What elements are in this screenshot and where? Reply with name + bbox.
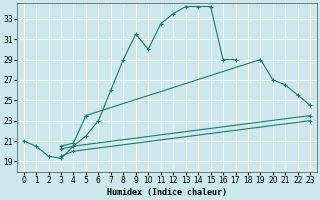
X-axis label: Humidex (Indice chaleur): Humidex (Indice chaleur) xyxy=(107,188,227,197)
